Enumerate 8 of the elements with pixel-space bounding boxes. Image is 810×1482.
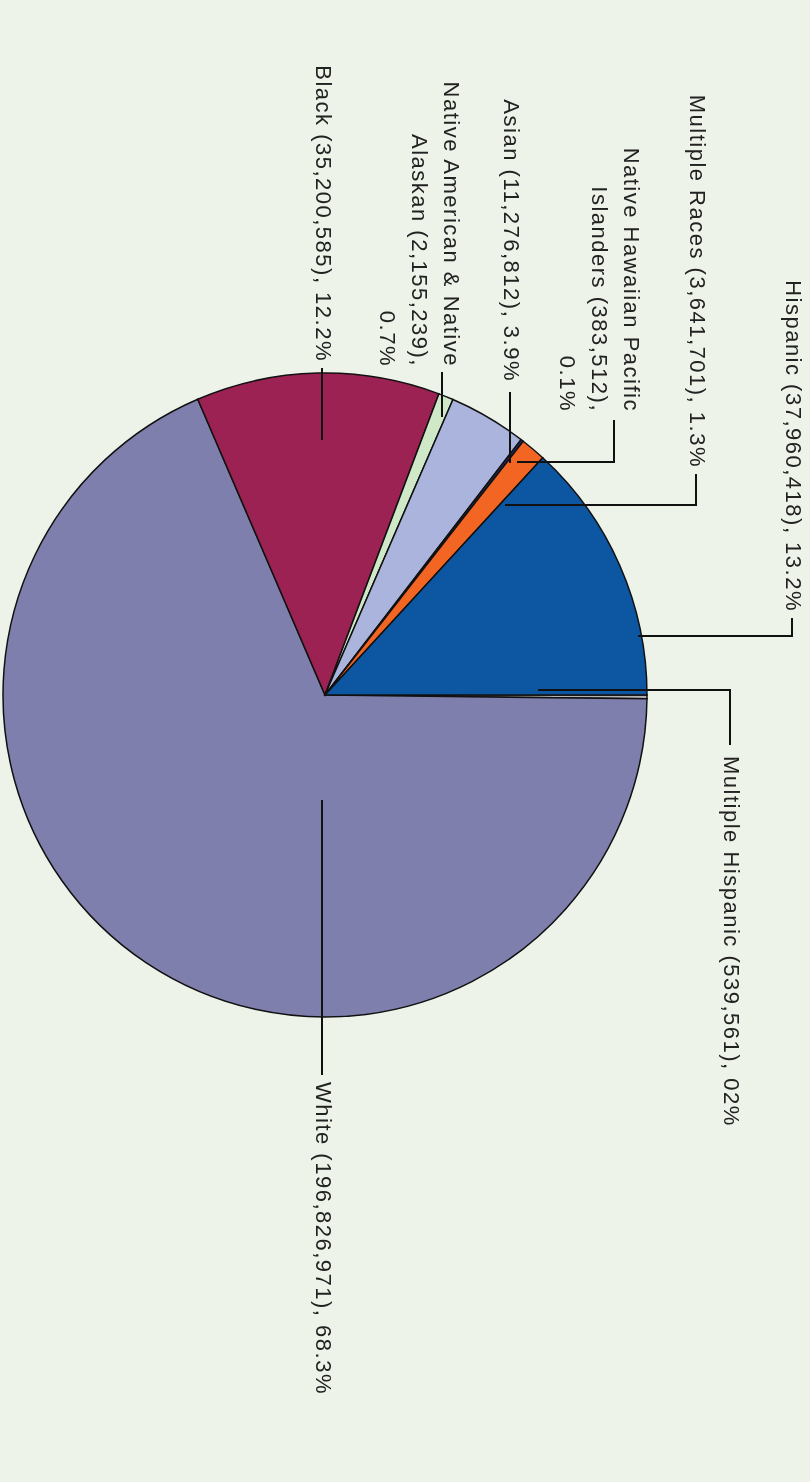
slice-label: Multiple Hispanic (539,561), 02% xyxy=(719,756,745,1127)
slice-label: Native American & Native Alaskan (2,155,239), 0.7% xyxy=(375,81,465,367)
slice-label: Hispanic (37,960,418), 13.2% xyxy=(781,280,807,612)
slice-label: Black (35,200,585), 12.2% xyxy=(311,65,337,362)
slice-label: White (196,826,971), 68.3% xyxy=(311,1082,337,1395)
slice-label: Asian (11,276,812), 3.9% xyxy=(499,99,525,382)
slice-label: Native Hawaiian Pacific Islanders (383,512), 0.1% xyxy=(555,147,645,412)
slice-label: Multiple Races (3,641,701), 1.3% xyxy=(685,94,711,468)
